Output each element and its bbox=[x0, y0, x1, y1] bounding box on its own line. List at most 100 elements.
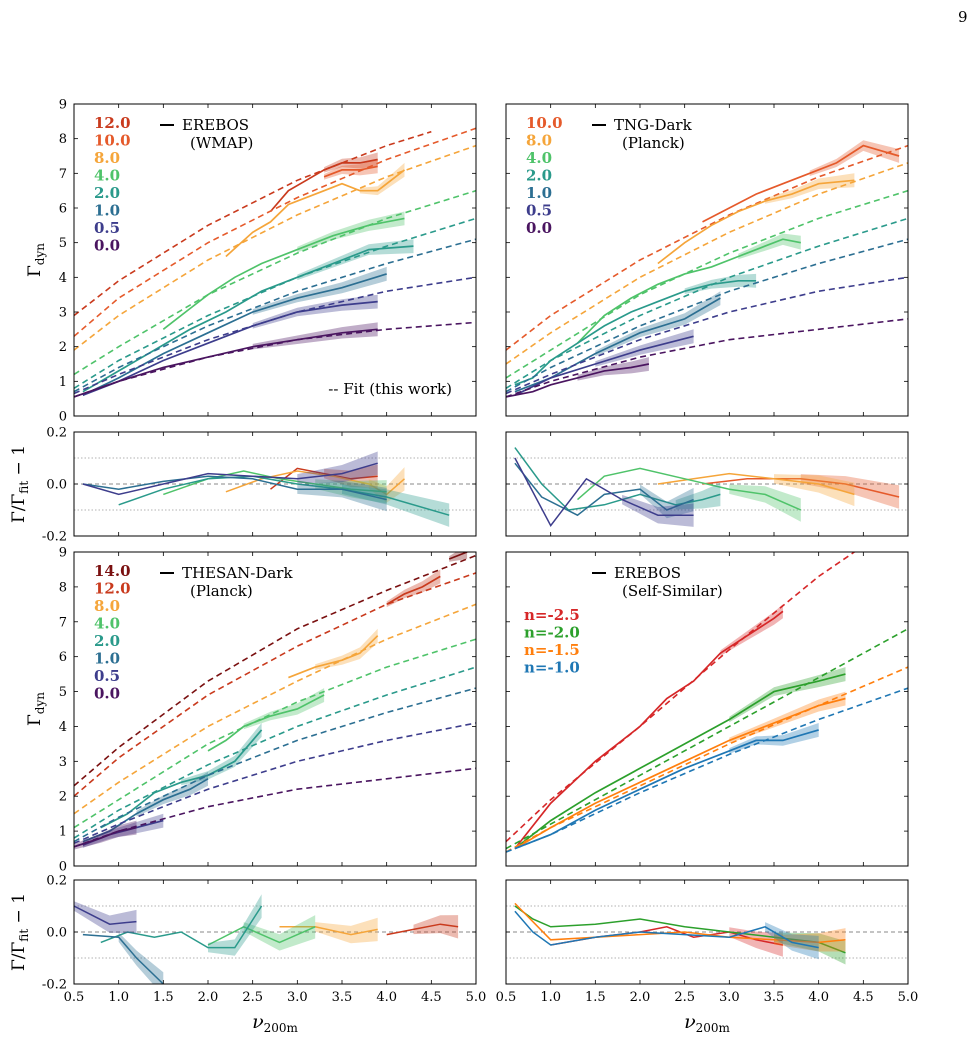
axes-frame bbox=[505, 431, 909, 537]
legend-value-8.0: 8.0 bbox=[94, 149, 120, 167]
res-line-12.0 bbox=[386, 923, 459, 936]
y-tick-label: 8 bbox=[59, 580, 67, 595]
res-band-12.0 bbox=[413, 915, 459, 939]
y-tick-label: 0.2 bbox=[46, 874, 67, 889]
band-n=-1.0 bbox=[729, 723, 819, 754]
res-band-4.0 bbox=[729, 484, 801, 522]
y-axis-label-residual-top: Γ/Γfit − 1 bbox=[9, 445, 31, 523]
band-1.0 bbox=[252, 266, 387, 315]
residual-panel-2-plot bbox=[74, 894, 476, 984]
y-tick-label: 2 bbox=[59, 790, 67, 805]
data-line-n=-1.5 bbox=[514, 697, 846, 850]
legend-value-4.0: 4.0 bbox=[526, 149, 552, 167]
data-line-0.5 bbox=[514, 335, 694, 396]
res-band-n=-1.0 bbox=[765, 922, 819, 960]
main-panel-3: n=-2.5n=-2.0n=-1.5n=-1.0 EREBOS(Self-Simi… bbox=[505, 551, 909, 867]
y-tick-label: 7 bbox=[59, 615, 67, 630]
band-0.5 bbox=[595, 329, 694, 367]
res-line-0.5 bbox=[514, 457, 694, 527]
legend-value-n=-1.0: n=-1.0 bbox=[524, 659, 580, 677]
fit-line-n=-1.0 bbox=[506, 687, 908, 853]
res-line-n=-2.0 bbox=[514, 905, 846, 954]
legend-title: EREBOS bbox=[614, 564, 681, 582]
legend-value-1.0: 1.0 bbox=[94, 650, 120, 668]
y-tick-label: 0 bbox=[59, 860, 67, 875]
legend-value-0.0: 0.0 bbox=[94, 685, 120, 703]
legend-subtitle: (Planck) bbox=[190, 582, 253, 600]
data-line-0.0 bbox=[74, 826, 137, 848]
x-axis-label-1: ν200m bbox=[684, 1011, 730, 1035]
res-band-0.5 bbox=[74, 901, 137, 934]
axes-frame bbox=[73, 551, 477, 867]
legend-value-2.0: 2.0 bbox=[94, 632, 120, 650]
band-1.0 bbox=[595, 291, 721, 357]
fit-line-14.0 bbox=[74, 554, 476, 787]
y-tick-label: 3 bbox=[59, 755, 67, 770]
y-tick-label: 4 bbox=[59, 720, 67, 735]
x-tick-label: 4.5 bbox=[421, 990, 442, 1005]
x-tick-label: 3.0 bbox=[719, 990, 740, 1005]
data-line-2.0 bbox=[82, 245, 414, 393]
band-0.0 bbox=[252, 322, 378, 350]
res-band-8.0 bbox=[774, 474, 855, 507]
res-line-1.0 bbox=[514, 462, 694, 517]
legend-value-0.0: 0.0 bbox=[94, 237, 120, 255]
data-line-0.0 bbox=[506, 363, 650, 398]
fit-line-n=-2.5 bbox=[506, 552, 855, 843]
main-panel-3-plot bbox=[506, 552, 908, 853]
band-4.0 bbox=[243, 688, 325, 730]
y-tick-label: 0 bbox=[59, 410, 67, 425]
legend-value-10.0: 10.0 bbox=[526, 114, 563, 132]
res-band-12.0 bbox=[324, 464, 378, 488]
res-band-n=-1.5 bbox=[774, 928, 846, 952]
band-4.0 bbox=[297, 211, 405, 253]
res-band-n=-2.5 bbox=[729, 927, 783, 957]
legend-title: EREBOS bbox=[182, 116, 249, 134]
x-tick-label: 4.0 bbox=[808, 990, 829, 1005]
res-line-n=-1.0 bbox=[514, 910, 819, 949]
x-tick-label: 5.0 bbox=[466, 990, 487, 1005]
x-tick-label: 5.0 bbox=[898, 990, 919, 1005]
data-line-n=-1.0 bbox=[514, 729, 819, 850]
legend-title: TNG-Dark bbox=[614, 116, 693, 134]
res-line-8.0 bbox=[279, 926, 378, 936]
y-tick-label: 8 bbox=[59, 132, 67, 147]
legend-value-2.0: 2.0 bbox=[526, 167, 552, 185]
data-line-8.0 bbox=[657, 179, 855, 265]
x-tick-label: 1.0 bbox=[108, 990, 129, 1005]
data-line-8.0 bbox=[288, 635, 379, 679]
res-line-0.5 bbox=[82, 462, 378, 496]
x-tick-label: 4.0 bbox=[376, 990, 397, 1005]
x-tick-label: 4.5 bbox=[853, 990, 874, 1005]
y-tick-label: 2 bbox=[59, 340, 67, 355]
data-line-1.0 bbox=[82, 273, 387, 396]
axes-frame bbox=[73, 879, 477, 985]
fit-line-0.5 bbox=[74, 722, 476, 845]
legend-value-10.0: 10.0 bbox=[94, 132, 131, 150]
res-band-0.5 bbox=[622, 494, 694, 527]
legend-subtitle: (WMAP) bbox=[190, 134, 253, 152]
res-line-8.0 bbox=[225, 470, 405, 496]
fit-line-12.0 bbox=[74, 130, 432, 317]
y-tick-label: 1 bbox=[59, 825, 67, 840]
legend-value-0.0: 0.0 bbox=[526, 219, 552, 237]
legend-value-0.5: 0.5 bbox=[94, 667, 120, 685]
axes-frame bbox=[73, 431, 477, 537]
y-tick-label: 6 bbox=[59, 202, 67, 217]
x-tick-label: 2.5 bbox=[674, 990, 695, 1005]
data-line-4.0 bbox=[162, 217, 405, 330]
residual-panel-0: -0.2 0.0 0.2 bbox=[42, 426, 477, 545]
legend-subtitle: (Planck) bbox=[622, 134, 685, 152]
y-tick-label: 5 bbox=[59, 236, 67, 251]
fit-line-0.0 bbox=[74, 767, 476, 848]
axes-frame bbox=[505, 879, 909, 985]
main-panel-0: 0 1 2 3 4 5 6 7 8 9 12.010.08.04.02.01.00.50.0 EREB… bbox=[59, 98, 477, 425]
main-panel-0-plot bbox=[74, 127, 476, 398]
main-panel-1: 10.08.04.02.01.00.50.0 TNG-Dark(Planck) bbox=[505, 103, 909, 417]
legend-value-2.0: 2.0 bbox=[94, 184, 120, 202]
y-tick-label: 0.2 bbox=[46, 426, 67, 441]
fit-line-12.0 bbox=[74, 572, 476, 797]
main-panel-2: 0 1 2 3 4 5 6 7 8 9 14.012.08.04.02.01.00.50.0 THES… bbox=[59, 546, 477, 875]
res-band-8.0 bbox=[368, 467, 405, 503]
y-tick-label: 9 bbox=[59, 98, 67, 113]
